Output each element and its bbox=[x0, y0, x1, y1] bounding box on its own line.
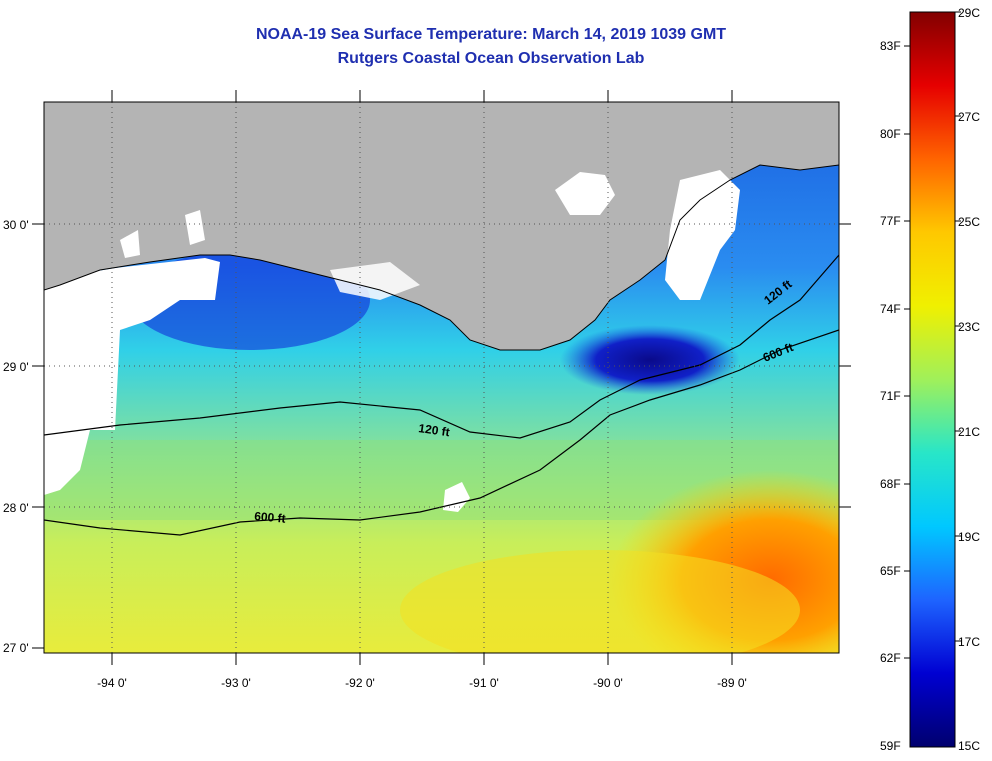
lon-label-89: -89 0' bbox=[717, 676, 747, 690]
lon-label-90: -90 0' bbox=[593, 676, 623, 690]
lon-label-92: -92 0' bbox=[345, 676, 375, 690]
lat-label-27: 27 0' bbox=[3, 641, 29, 655]
lon-label-93: -93 0' bbox=[221, 676, 251, 690]
cb-f-71: 71F bbox=[880, 389, 901, 403]
lat-label-28: 28 0' bbox=[3, 501, 29, 515]
lat-label-30: 30 0' bbox=[3, 218, 29, 232]
land-mass bbox=[44, 102, 839, 350]
cb-f-65: 65F bbox=[880, 564, 901, 578]
cold-plume bbox=[560, 325, 740, 395]
cb-c-25: 25C bbox=[958, 215, 980, 229]
cb-f-59: 59F bbox=[880, 739, 901, 753]
cb-f-80: 80F bbox=[880, 127, 901, 141]
graticule bbox=[44, 102, 839, 653]
cb-f-68: 68F bbox=[880, 477, 901, 491]
cb-c-29: 29C bbox=[958, 6, 980, 20]
contour-120ft bbox=[44, 254, 839, 439]
cb-f-77: 77F bbox=[880, 214, 901, 228]
cb-c-15: 15C bbox=[958, 739, 980, 753]
colorbar bbox=[909, 11, 956, 748]
cb-c-23: 23C bbox=[958, 320, 980, 334]
cb-f-74: 74F bbox=[880, 302, 901, 316]
cb-f-62: 62F bbox=[880, 651, 901, 665]
map-frame bbox=[43, 101, 840, 654]
lat-label-29: 29 0' bbox=[3, 360, 29, 374]
contour-label-120ft-west: 120 ft bbox=[418, 421, 451, 439]
map-title: NOAA-19 Sea Surface Temperature: March 1… bbox=[255, 26, 727, 43]
lon-label-94: -94 0' bbox=[97, 676, 127, 690]
cb-f-83: 83F bbox=[880, 39, 901, 53]
cb-c-21: 21C bbox=[958, 425, 980, 439]
no-data-area bbox=[44, 258, 220, 495]
contour-label-600ft-west: 600 ft bbox=[254, 509, 286, 526]
cb-c-17: 17C bbox=[958, 635, 980, 649]
cb-c-19: 19C bbox=[958, 530, 980, 544]
cb-c-27: 27C bbox=[958, 110, 980, 124]
contour-600ft bbox=[44, 329, 839, 536]
lon-label-91: -91 0' bbox=[469, 676, 499, 690]
map-subtitle: Rutgers Coastal Ocean Observation Lab bbox=[337, 50, 645, 67]
